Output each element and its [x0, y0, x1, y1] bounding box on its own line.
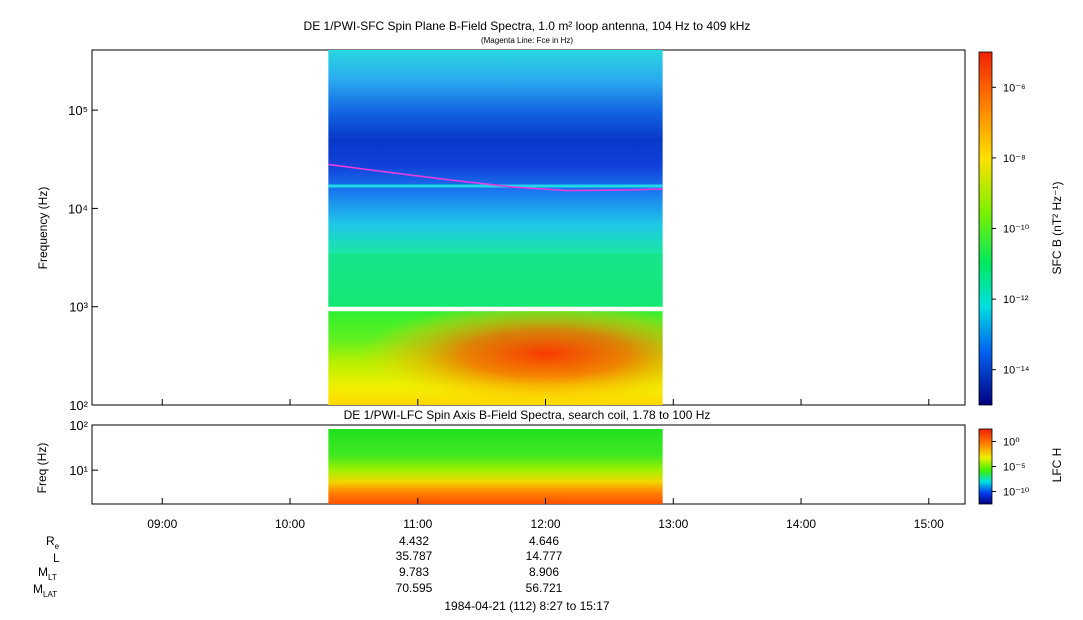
- ephem-l-1100: 35.787: [396, 549, 433, 563]
- lfc-colorbar-ticks: 10⁰ 10⁻⁵ 10⁻¹⁰: [992, 437, 1030, 499]
- sfc-colorbar-tick-label: 10⁻⁶: [1003, 82, 1026, 94]
- sfc-colorbar: [978, 51, 993, 406]
- lfc-y-ticks: 10¹ 10²: [69, 418, 98, 478]
- lfc-colorbar-label: LFC H: [1050, 448, 1064, 483]
- sfc-colorbar-tick-label: 10⁻⁸: [1003, 153, 1026, 165]
- ephem-re-1100: 4.432: [399, 534, 429, 548]
- ephemeris-row-labels: Re L MLT MLAT: [33, 534, 60, 599]
- chart-subtitle: (Magenta Line: Fce in Hz): [481, 36, 573, 45]
- ephem-label-re: Re: [46, 534, 60, 551]
- lfc-panel-title: DE 1/PWI-LFC Spin Axis B-Field Spectra, …: [344, 408, 711, 422]
- sfc-lower-hotspot: [328, 311, 663, 405]
- x-tick-label: 11:00: [403, 517, 432, 531]
- ephem-l-1200: 14.777: [526, 549, 563, 563]
- lfc-y-axis-label: Freq (Hz): [35, 443, 49, 494]
- lfc-colorbar-tick-label: 10⁻⁵: [1003, 462, 1026, 474]
- fce-magenta-line: [328, 163, 663, 192]
- sfc-green-haze: [328, 253, 663, 307]
- lfc-spectrogram-data: [328, 429, 663, 504]
- ephemeris-column-1200: 4.646 14.777 8.906 56.721: [526, 534, 563, 595]
- sfc-x-ticks: [161, 399, 930, 405]
- ephem-label-mlt: MLT: [38, 565, 57, 582]
- sfc-y-ticks: 10² 10³ 10⁴ 10⁵: [68, 103, 98, 413]
- x-tick-labels: 09:00 10:00 11:00 12:00 13:00 14:00 15:00: [147, 517, 944, 531]
- ephem-mlt-1200: 8.906: [529, 565, 559, 579]
- ephem-re-1200: 4.646: [529, 534, 559, 548]
- x-tick-label: 15:00: [914, 517, 944, 531]
- sfc-y-tick-label: 10²: [69, 398, 88, 413]
- sfc-y-tick-label: 10⁴: [68, 201, 88, 216]
- lfc-colorbar-tick-label: 10⁰: [1003, 437, 1020, 449]
- sfc-y-axis-label: Frequency (Hz): [36, 187, 50, 270]
- sfc-colorbar-ticks: 10⁻⁶ 10⁻⁸ 10⁻¹⁰ 10⁻¹² 10⁻¹⁴: [992, 82, 1030, 377]
- sfc-y-tick-label: 10⁵: [68, 103, 88, 118]
- sfc-colorbar-tick-label: 10⁻¹⁴: [1003, 365, 1030, 377]
- sfc-colorbar-tick-label: 10⁻¹⁰: [1003, 224, 1030, 236]
- ephem-mlat-1200: 56.721: [526, 581, 563, 595]
- date-range-label: 1984-04-21 (112) 8:27 to 15:17: [444, 599, 610, 613]
- lfc-colorbar: [978, 428, 993, 505]
- ephemeris-column-1100: 4.432 35.787 9.783 70.595: [396, 534, 433, 595]
- x-tick-label: 10:00: [275, 517, 305, 531]
- x-tick-label: 12:00: [531, 517, 561, 531]
- lfc-colorbar-tick-label: 10⁻¹⁰: [1003, 487, 1030, 499]
- ephem-mlat-1100: 70.595: [396, 581, 433, 595]
- sfc-y-tick-label: 10³: [69, 300, 88, 315]
- ephem-mlt-1100: 9.783: [399, 565, 429, 579]
- x-tick-label: 14:00: [786, 517, 816, 531]
- sfc-colorbar-tick-label: 10⁻¹²: [1003, 294, 1029, 306]
- lfc-y-tick-label: 10²: [69, 418, 88, 433]
- ephem-label-l: L: [53, 551, 60, 565]
- lfc-band: [328, 429, 663, 504]
- lfc-y-tick-label: 10¹: [69, 463, 88, 478]
- sfc-cyan-stripe: [328, 184, 663, 188]
- sfc-spectrogram-data: [328, 50, 663, 405]
- ephem-label-mlat: MLAT: [33, 582, 57, 599]
- sfc-colorbar-label: SFC B (nT² Hz⁻¹): [1050, 182, 1064, 275]
- x-tick-label: 09:00: [147, 517, 177, 531]
- lfc-x-ticks: [161, 498, 930, 504]
- chart-title: DE 1/PWI-SFC Spin Plane B-Field Spectra,…: [304, 19, 751, 33]
- x-tick-label: 13:00: [658, 517, 688, 531]
